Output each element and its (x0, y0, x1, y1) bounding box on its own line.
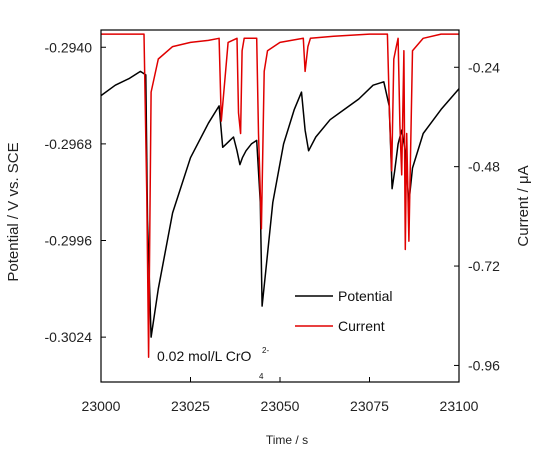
y-right-tick-label: -0.72 (468, 258, 500, 274)
legend-label-current: Current (338, 318, 385, 334)
y-left-tick-label: -0.3024 (45, 329, 93, 345)
x-tick-label: 23075 (350, 398, 389, 414)
annotation-text: 0.02 mol/L CrO (157, 348, 252, 364)
series-line-current (101, 33, 459, 358)
x-axis-label: Time / s (266, 433, 308, 447)
y-right-tick-label: -0.24 (468, 59, 500, 75)
annotation-superscript: 2- (262, 346, 269, 355)
legend: Potential Current (295, 288, 392, 334)
series-layer (100, 33, 460, 358)
y-left-tick-label: -0.2996 (45, 233, 93, 249)
series-line-potential (100, 70, 460, 338)
y-axis-right-label: Current / μA (515, 165, 532, 246)
y-right-tick-label: -0.48 (468, 159, 500, 175)
y-axis-left-label: Potential / V vs. SCE (5, 142, 22, 281)
annotation-subscript: 4 (259, 372, 264, 381)
x-tick-label: 23050 (261, 398, 300, 414)
x-tick-label: 23025 (171, 398, 210, 414)
y-left-tick-label: -0.2940 (45, 39, 93, 55)
y-left-tick-label: -0.2968 (45, 136, 93, 152)
concentration-annotation: 0.02 mol/L CrO 2- 4 (157, 346, 269, 381)
x-tick-label: 23100 (440, 398, 479, 414)
y-right-tick-label: -0.96 (468, 357, 500, 373)
tick-layer: 23000 23025 23050 23075 23100 -0.2940 -0.2968 -… (45, 39, 501, 414)
x-tick-label: 23000 (82, 398, 121, 414)
legend-label-potential: Potential (338, 288, 392, 304)
